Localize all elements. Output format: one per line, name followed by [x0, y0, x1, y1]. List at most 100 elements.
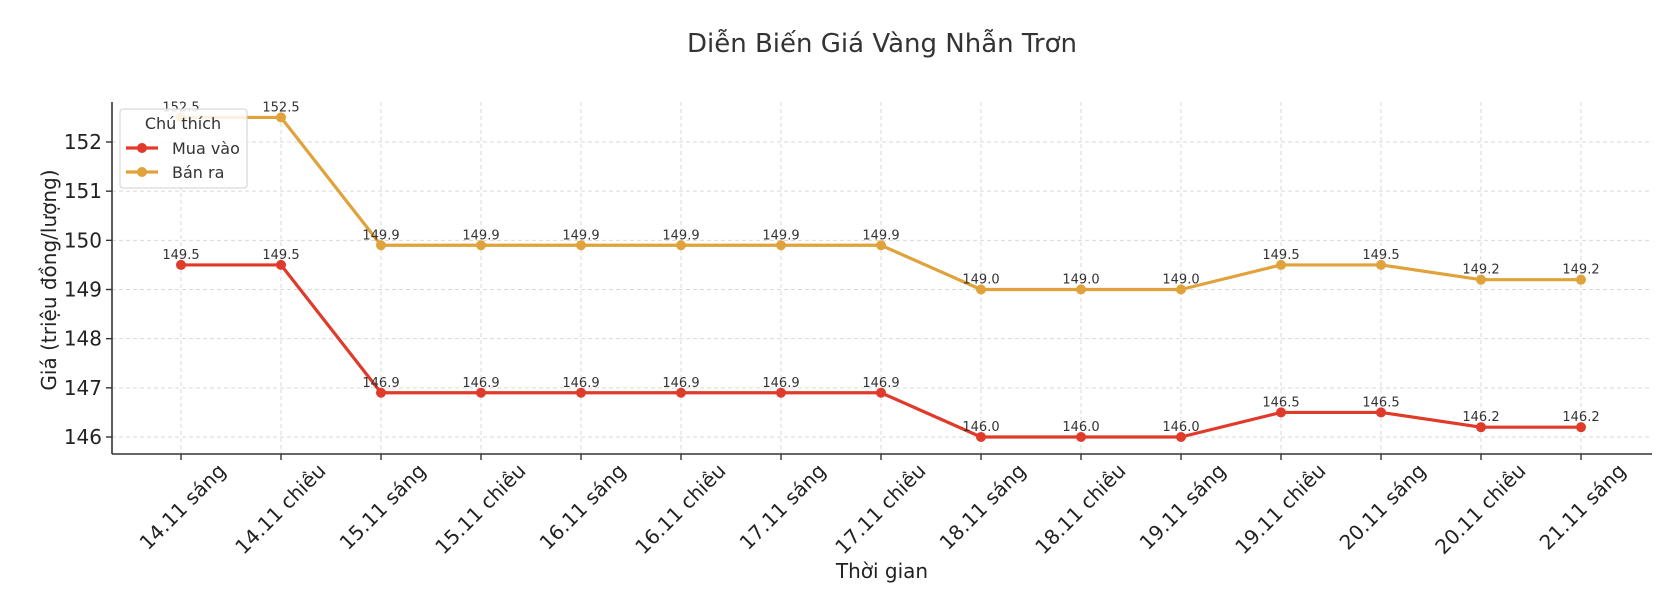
data-point	[376, 387, 386, 398]
x-tick-label: 17.11 chiều	[830, 459, 930, 559]
data-point	[676, 387, 686, 398]
y-tick-label: 152	[64, 130, 102, 154]
data-value-label: 146.2	[1562, 410, 1599, 425]
data-value-label: 146.0	[1162, 420, 1199, 435]
x-ticks: 14.11 sáng 14.11 chiều 15.11 sáng 15.11 chi…	[135, 454, 1631, 559]
data-point	[476, 387, 486, 398]
data-point	[276, 112, 286, 123]
data-value-label: 149.0	[962, 273, 999, 288]
x-tick-label: 18.11 chiều	[1030, 459, 1130, 559]
x-tick-label: 20.11 chiều	[1430, 459, 1530, 559]
data-point	[276, 259, 286, 270]
x-tick-label: 21.11 sáng	[1535, 459, 1631, 555]
data-point	[976, 432, 986, 442]
x-tick-label: 16.11 sáng	[535, 459, 631, 555]
legend-item: Bán ra	[126, 163, 224, 182]
data-point	[1576, 422, 1586, 433]
data-value-label: 149.9	[462, 228, 499, 243]
data-value-label: 146.5	[1362, 395, 1399, 410]
x-tick-label: 19.11 sáng	[1135, 459, 1231, 555]
legend-marker-icon	[137, 167, 147, 177]
legend-label: Bán ra	[172, 163, 224, 182]
data-point	[776, 240, 786, 251]
data-value-label: 149.9	[662, 228, 699, 243]
data-labels: 149.5 149.5 146.9 146.9 146.9 146.9 146.9 146.9…	[162, 100, 1599, 435]
y-tick-label: 150	[64, 228, 102, 252]
data-point	[876, 387, 886, 398]
data-point	[176, 259, 186, 270]
series-ban-ra	[176, 112, 1586, 295]
data-value-label: 149.5	[162, 248, 199, 263]
legend-title: Chú thích	[145, 114, 221, 133]
data-value-label: 149.9	[862, 228, 899, 243]
x-tick-label: 17.11 sáng	[735, 459, 831, 555]
data-point	[1476, 422, 1486, 433]
data-point	[1376, 407, 1386, 418]
data-point	[1176, 432, 1186, 442]
x-tick-label: 15.11 chiều	[430, 459, 530, 559]
y-tick-label: 151	[64, 179, 102, 203]
data-value-label: 149.2	[1462, 263, 1499, 278]
data-point	[1176, 284, 1186, 295]
y-ticks: 146 147 148 149 150 151 152	[64, 130, 112, 449]
data-point	[876, 240, 886, 251]
y-tick-label: 146	[64, 425, 102, 449]
x-tick-label: 15.11 sáng	[335, 459, 431, 555]
x-tick-label: 19.11 chiều	[1230, 459, 1330, 559]
data-value-label: 149.2	[1562, 263, 1599, 278]
legend-label: Mua vào	[172, 139, 240, 158]
legend-item: Mua vào	[126, 139, 240, 158]
data-point	[376, 240, 386, 251]
data-point	[1376, 259, 1386, 270]
data-value-label: 149.9	[362, 228, 399, 243]
data-value-label: 149.0	[1062, 273, 1099, 288]
legend: Chú thích Mua vào Bán ra	[119, 108, 248, 189]
axes	[111, 102, 1652, 455]
data-point	[1276, 259, 1286, 270]
data-point	[476, 240, 486, 251]
x-axis-label: Thời gian	[835, 559, 928, 583]
y-tick-label: 148	[64, 327, 102, 351]
data-point	[776, 387, 786, 398]
data-value-label: 146.5	[1262, 395, 1299, 410]
data-value-label: 152.5	[262, 100, 299, 115]
data-value-label: 149.9	[562, 228, 599, 243]
data-value-label: 146.9	[562, 376, 599, 391]
data-value-label: 146.0	[1062, 420, 1099, 435]
data-point	[1076, 284, 1086, 295]
legend-box	[119, 108, 248, 189]
x-tick-label: 16.11 chiều	[630, 459, 730, 559]
data-value-label: 146.9	[362, 376, 399, 391]
data-value-label: 146.9	[762, 376, 799, 391]
x-tick-label: 14.11 sáng	[135, 459, 231, 555]
data-value-label: 146.9	[462, 376, 499, 391]
data-point	[1576, 274, 1586, 285]
data-point	[1476, 274, 1486, 285]
data-point	[676, 240, 686, 251]
data-value-label: 149.0	[1162, 273, 1199, 288]
data-point	[576, 387, 586, 398]
data-value-label: 146.9	[862, 376, 899, 391]
grid-lines	[112, 102, 1652, 454]
y-axis-label: Giá (triệu đồng/lượng)	[37, 169, 61, 390]
data-point	[1076, 432, 1086, 442]
data-value-label: 149.9	[762, 228, 799, 243]
y-tick-label: 147	[64, 376, 102, 400]
series-mua-vao	[176, 259, 1586, 442]
chart-title: Diễn Biến Giá Vàng Nhẫn Trơn	[687, 28, 1077, 59]
data-value-label: 149.5	[1362, 248, 1399, 263]
legend-marker-icon	[137, 143, 147, 153]
data-value-label: 146.9	[662, 376, 699, 391]
data-point	[1276, 407, 1286, 418]
x-tick-label: 18.11 sáng	[935, 459, 1031, 555]
data-value-label: 146.0	[962, 420, 999, 435]
data-value-label: 149.5	[262, 248, 299, 263]
x-tick-label: 14.11 chiều	[230, 459, 330, 559]
data-point	[976, 284, 986, 295]
data-point	[576, 240, 586, 251]
series-lines	[176, 112, 1586, 442]
data-value-label: 146.2	[1462, 410, 1499, 425]
x-tick-label: 20.11 sáng	[1335, 459, 1431, 555]
y-tick-label: 149	[64, 278, 102, 302]
